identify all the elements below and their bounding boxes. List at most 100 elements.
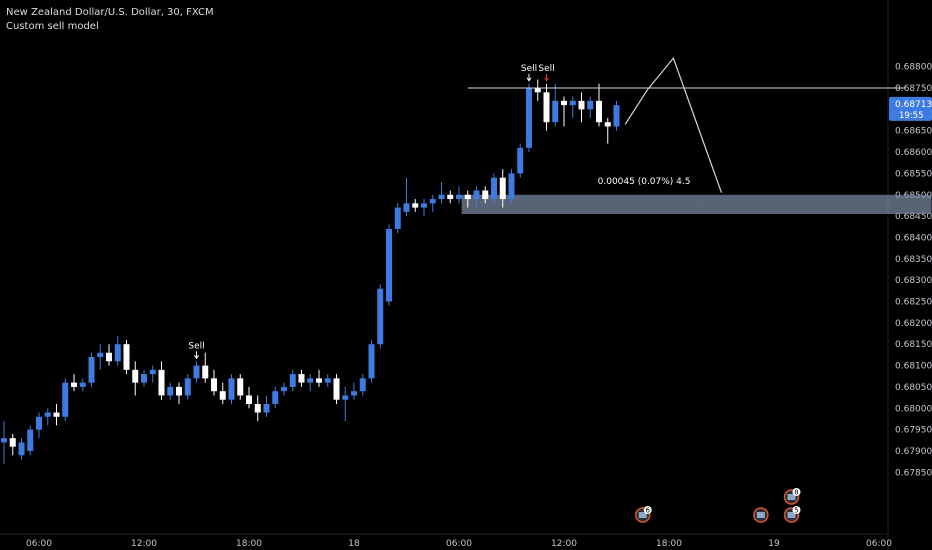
- candle-body: [132, 369, 139, 383]
- candle: [202, 352, 209, 383]
- time-tick-label: 18: [348, 539, 360, 549]
- sell-arrow-head: [544, 77, 549, 82]
- candle-body: [613, 105, 620, 127]
- candle-body: [386, 228, 392, 302]
- sell-signal: Sell: [188, 341, 205, 360]
- candle-body: [167, 386, 174, 396]
- candle-body: [27, 429, 34, 451]
- price-tick-label: 0.68550: [895, 169, 932, 179]
- price-tick-label: 0.68000: [895, 404, 932, 414]
- candle-body: [289, 374, 296, 387]
- event-count: 8: [794, 489, 798, 497]
- time-tick-label: 12:00: [551, 539, 577, 549]
- time-tick-label: 06:00: [866, 539, 892, 549]
- candle-body: [9, 438, 16, 447]
- candle-body: [246, 395, 252, 404]
- candle-body: [307, 378, 314, 383]
- candle: [18, 438, 25, 460]
- candle: [403, 177, 410, 217]
- time-tick-label: 06:00: [446, 539, 472, 549]
- candle: [421, 199, 427, 217]
- candle-body: [272, 391, 279, 404]
- price-tick-label: 0.68100: [895, 362, 932, 372]
- candle-body: [552, 100, 559, 123]
- candle: [587, 96, 594, 118]
- candle-body: [351, 391, 357, 396]
- symbol-title[interactable]: New Zealand Dollar/U.S. Dollar, 30, FXCM: [6, 7, 214, 18]
- candle: [499, 169, 506, 208]
- candle: [44, 408, 51, 426]
- candle-body: [604, 122, 611, 127]
- candle: [97, 344, 104, 370]
- candle-body: [316, 378, 322, 383]
- price-tick-label: 0.68650: [895, 127, 932, 137]
- candle: [53, 403, 60, 426]
- candle-body: [429, 199, 436, 204]
- candle-body: [158, 369, 165, 396]
- economic-event[interactable]: [753, 507, 769, 523]
- time-tick-label: 19: [768, 539, 780, 549]
- candle: [359, 374, 366, 396]
- candle: [464, 190, 471, 208]
- candle-body: [53, 412, 60, 417]
- candle-body: [71, 382, 77, 387]
- sell-signal-label: Sell: [538, 64, 554, 74]
- price-tick-label: 0.68050: [895, 383, 932, 393]
- candle-body: [254, 403, 261, 413]
- sell-arrow-head: [194, 355, 199, 360]
- indicator-name[interactable]: Custom sell model: [6, 21, 99, 32]
- candle-body: [281, 386, 287, 392]
- candle: [79, 378, 86, 392]
- candle: [394, 203, 401, 234]
- candle: [184, 374, 191, 400]
- candle-body: [359, 378, 366, 392]
- candle: [578, 92, 585, 123]
- economic-event[interactable]: 6: [635, 506, 652, 523]
- candle-body: [508, 173, 515, 200]
- economic-event[interactable]: 5: [783, 506, 801, 523]
- price-tick-label: 0.68600: [895, 148, 932, 158]
- candle: [219, 382, 226, 404]
- candle: [211, 369, 217, 396]
- candle: [377, 284, 384, 349]
- candle-body: [114, 344, 121, 362]
- candle-body: [473, 190, 480, 200]
- candle: [106, 344, 112, 366]
- candle: [36, 412, 42, 439]
- candle-body: [228, 378, 235, 400]
- price-badge-bg: [889, 96, 932, 121]
- candle-body: [106, 352, 112, 362]
- sell-signal: Sell: [538, 64, 555, 82]
- candle: [298, 369, 305, 387]
- candle-body: [219, 391, 226, 400]
- measure-label: 0.00045 (0.07%) 4.5: [598, 177, 691, 187]
- candle: [604, 117, 611, 144]
- candle-body: [141, 374, 147, 383]
- candle: [167, 382, 174, 400]
- candle-body: [62, 382, 69, 417]
- candle: [517, 143, 524, 178]
- candle: [351, 382, 357, 400]
- price-tick-label: 0.67900: [895, 447, 932, 457]
- price-tick-label: 0.68300: [895, 276, 932, 286]
- candle: [534, 79, 541, 101]
- candle: [447, 190, 454, 204]
- candle: [176, 382, 182, 404]
- candle: [281, 382, 287, 396]
- economic-event[interactable]: 8: [783, 488, 801, 505]
- price-tick-label: 0.67950: [895, 426, 932, 436]
- candle: [438, 181, 445, 204]
- candle-body: [394, 207, 401, 229]
- time-tick-label: 18:00: [656, 539, 682, 549]
- candle: [71, 374, 77, 392]
- candle-body: [36, 416, 42, 430]
- candle-body: [237, 378, 244, 396]
- candle-body: [569, 100, 576, 106]
- candle: [596, 83, 602, 127]
- candle-body: [578, 100, 585, 110]
- candle: [386, 224, 392, 306]
- flag-icon: [756, 512, 765, 518]
- price-tick-label: 0.68750: [895, 84, 932, 94]
